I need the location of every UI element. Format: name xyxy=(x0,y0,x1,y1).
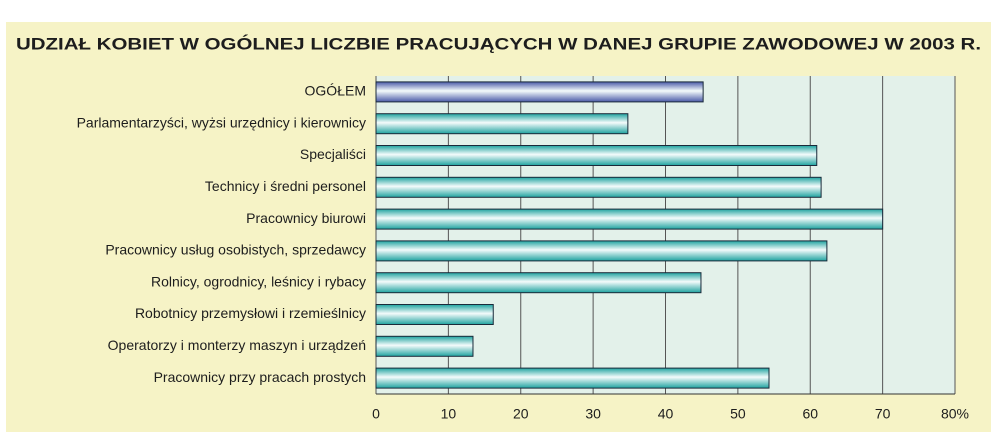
y-tick-label: Operatorzy i monterzy maszyn i urządzeń xyxy=(108,337,366,353)
bar xyxy=(375,208,884,230)
bar xyxy=(375,176,822,198)
y-tick-label: Rolnicy, ogrodnicy, leśnicy i rybacy xyxy=(151,273,366,289)
y-tick-label: Technicy i średni personel xyxy=(205,178,366,194)
chart-title: UDZIAŁ KOBIET W OGÓLNEJ LICZBIE PRACUJĄC… xyxy=(16,34,981,53)
x-tick-label: 40 xyxy=(658,406,674,422)
bar xyxy=(375,304,494,325)
y-tick-label: Pracownicy biurowi xyxy=(246,210,366,226)
bar xyxy=(375,367,770,389)
bar xyxy=(375,113,629,135)
y-tick-label: Specjaliści xyxy=(300,146,366,162)
bar xyxy=(375,272,702,294)
bar xyxy=(375,335,474,357)
bar xyxy=(375,240,828,262)
bar xyxy=(375,81,704,103)
x-tick-label: 0 xyxy=(372,406,380,422)
bar xyxy=(375,145,818,166)
x-tick-label: 80% xyxy=(941,406,969,422)
y-tick-label: Parlamentarzyści, wyżsi urzędnicy i kier… xyxy=(77,114,366,130)
y-tick-label: Pracownicy usług osobistych, sprzedawcy xyxy=(105,242,366,258)
y-tick-label: Robotnicy przemysłowi i rzemieślnicy xyxy=(135,305,366,321)
x-tick-label: 60 xyxy=(802,406,818,422)
y-tick-label: Pracownicy przy pracach prostych xyxy=(154,369,366,385)
y-tick-label: OGÓŁEM xyxy=(305,83,366,99)
x-tick-label: 10 xyxy=(441,406,457,422)
x-tick-label: 50 xyxy=(730,406,746,422)
x-tick-label: 30 xyxy=(585,406,601,422)
x-tick-label: 20 xyxy=(513,406,529,422)
x-tick-label: 70 xyxy=(875,406,891,422)
